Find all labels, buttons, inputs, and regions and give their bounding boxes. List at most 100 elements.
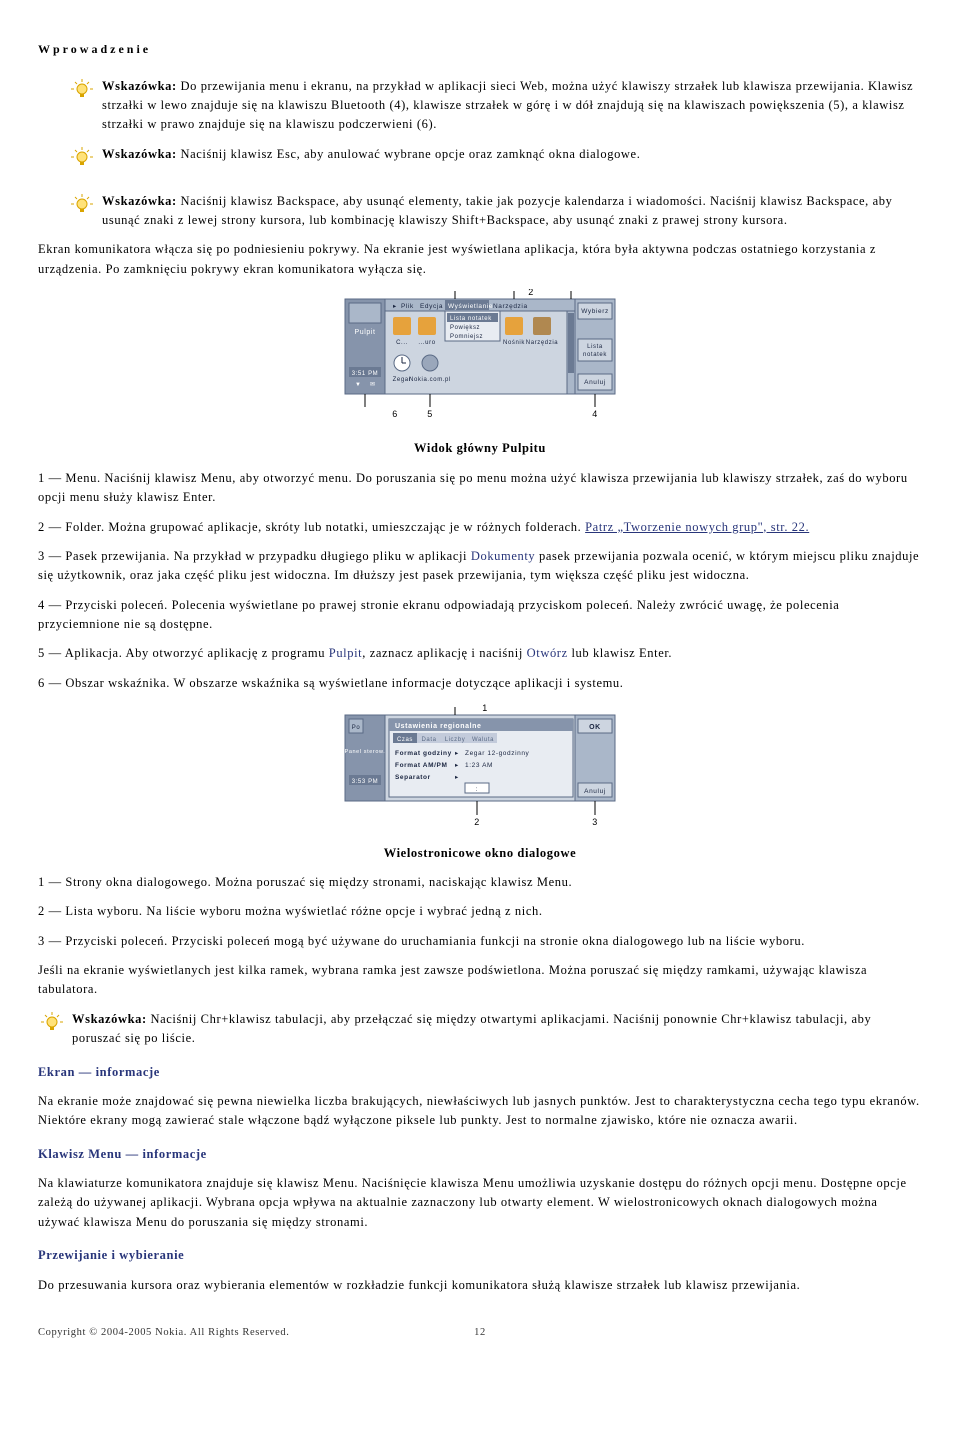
tip-3: Wskazówka: Naciśnij klawisz Backspace, a… xyxy=(38,192,922,231)
lightbulb-icon xyxy=(38,1010,66,1047)
page-header: Wprowadzenie xyxy=(38,40,922,59)
svg-text:▼: ▼ xyxy=(355,382,362,388)
svg-text:▸: ▸ xyxy=(455,774,459,781)
svg-text:▸: ▸ xyxy=(455,762,459,769)
tip-1-label: Wskazówka: xyxy=(102,79,177,93)
lightbulb-icon xyxy=(68,145,96,182)
svg-text:5: 5 xyxy=(427,409,433,419)
list1-item5-a: 5 — Aplikacja. Aby otworzyć aplikację z … xyxy=(38,646,329,660)
tip-1-body: Wskazówka: Do przewijania menu i ekranu,… xyxy=(96,77,922,135)
tip-4-body: Wskazówka: Naciśnij Chr+klawisz tabulacj… xyxy=(66,1010,922,1049)
svg-text:...uro: ...uro xyxy=(418,340,435,346)
svg-text:notatek: notatek xyxy=(583,352,607,358)
tip-1: Wskazówka: Do przewijania menu i ekranu,… xyxy=(38,77,922,135)
tip-2-body: Wskazówka: Naciśnij klawisz Esc, aby anu… xyxy=(96,145,922,164)
paragraph-frames: Jeśli na ekranie wyświetlanych jest kilk… xyxy=(38,961,922,1000)
svg-text:C...: C... xyxy=(396,340,408,346)
figure-2: Po Panel sterow. 3:53 PM Ustawienia regi… xyxy=(38,703,922,839)
footer-page-number: 12 xyxy=(474,1325,486,1341)
tip-3-body: Wskazówka: Naciśnij klawisz Backspace, a… xyxy=(96,192,922,231)
svg-text:Ustawienia regionalne: Ustawienia regionalne xyxy=(395,723,482,730)
tip-4: Wskazówka: Naciśnij Chr+klawisz tabulacj… xyxy=(38,1010,922,1049)
svg-text:Zegar 12-godzinny: Zegar 12-godzinny xyxy=(465,750,530,757)
svg-text:✉: ✉ xyxy=(370,382,376,388)
tip-3-text: Naciśnij klawisz Backspace, aby usunąć e… xyxy=(102,194,892,227)
svg-text:Narzędzia: Narzędzia xyxy=(526,340,558,346)
svg-text:Anuluj: Anuluj xyxy=(584,788,606,795)
svg-text:Waluta: Waluta xyxy=(472,737,494,743)
list1-item3-app: Dokumenty xyxy=(471,549,535,563)
lightbulb-icon xyxy=(68,192,96,229)
svg-text:Anuluj: Anuluj xyxy=(584,379,606,386)
svg-text:▸: ▸ xyxy=(393,303,397,310)
tip-2-text: Naciśnij klawisz Esc, aby anulować wybra… xyxy=(177,147,641,161)
list1-item2-link[interactable]: Patrz „Tworzenie nowych grup", str. 22. xyxy=(585,520,809,534)
svg-text:▸: ▸ xyxy=(455,750,459,757)
svg-text:Wybierz: Wybierz xyxy=(581,308,609,315)
svg-text:1:23 AM: 1:23 AM xyxy=(465,762,493,769)
svg-text:Lista notatek: Lista notatek xyxy=(450,316,492,322)
list2-item1: 1 — Strony okna dialogowego. Można porus… xyxy=(38,873,922,892)
tip-4-text: Naciśnij Chr+klawisz tabulacji, aby prze… xyxy=(72,1012,871,1045)
svg-text:2: 2 xyxy=(528,289,534,297)
svg-text:3: 3 xyxy=(592,817,598,827)
svg-text:6: 6 xyxy=(392,409,398,419)
svg-text:Format godziny: Format godziny xyxy=(395,750,452,757)
svg-text:Czas: Czas xyxy=(397,737,413,743)
section-scroll-body: Do przesuwania kursora oraz wybierania e… xyxy=(38,1276,922,1295)
list1-item5-c: lub klawisz Enter. xyxy=(568,646,672,660)
svg-text:Liczby: Liczby xyxy=(445,737,466,743)
svg-text:Format AM/PM: Format AM/PM xyxy=(395,762,447,769)
tip-1-text: Do przewijania menu i ekranu, na przykła… xyxy=(102,79,913,132)
svg-text::: : xyxy=(476,786,478,793)
svg-text:1: 1 xyxy=(452,289,458,291)
figure-2-svg: Po Panel sterow. 3:53 PM Ustawienia regi… xyxy=(325,703,635,833)
svg-text:Nokia.com.pl: Nokia.com.pl xyxy=(409,377,451,383)
svg-text:Lista: Lista xyxy=(587,344,603,350)
list1-item3-a: 3 — Pasek przewijania. Na przykład w prz… xyxy=(38,549,471,563)
section-menukey-head: Klawisz Menu — informacje xyxy=(38,1145,922,1164)
svg-text:Po: Po xyxy=(352,725,361,731)
list1-item5-app2: Otwórz xyxy=(527,646,568,660)
paragraph-communicator: Ekran komunikatora włącza się po podnies… xyxy=(38,240,922,279)
section-screen-body: Na ekranie może znajdować się pewna niew… xyxy=(38,1092,922,1131)
svg-text:4: 4 xyxy=(592,409,598,419)
figure-1-svg: Pulpit 3:51 PM ▼ ✉ ▸ Plik Edycja Wyświet… xyxy=(315,289,645,429)
svg-text:3: 3 xyxy=(568,289,574,291)
svg-text:3:53 PM: 3:53 PM xyxy=(352,779,379,785)
lightbulb-icon xyxy=(68,77,96,114)
list1-item5-b: , zaznacz aplikację i naciśnij xyxy=(362,646,526,660)
figure-1: Pulpit 3:51 PM ▼ ✉ ▸ Plik Edycja Wyświet… xyxy=(38,289,922,435)
figure-1-caption: Widok główny Pulpitu xyxy=(38,439,922,458)
list2-item3: 3 — Przyciski poleceń. Przyciski poleceń… xyxy=(38,932,922,951)
tip-3-label: Wskazówka: xyxy=(102,194,177,208)
svg-text:Narzędzia: Narzędzia xyxy=(493,303,528,310)
list1-item2-text: 2 — Folder. Można grupować aplikacje, sk… xyxy=(38,520,585,534)
section-menukey-body: Na klawiaturze komunikatora znajduje się… xyxy=(38,1174,922,1232)
figure-2-caption: Wielostronicowe okno dialogowe xyxy=(38,844,922,863)
svg-text:1: 1 xyxy=(482,703,488,713)
list1-item3: 3 — Pasek przewijania. Na przykład w prz… xyxy=(38,547,922,586)
svg-text:OK: OK xyxy=(589,724,601,731)
list1-item6: 6 — Obszar wskaźnika. W obszarze wskaźni… xyxy=(38,674,922,693)
svg-text:Nośnik: Nośnik xyxy=(503,340,525,346)
svg-text:2: 2 xyxy=(474,817,480,827)
tip-2-label: Wskazówka: xyxy=(102,147,177,161)
list1-item5-app1: Pulpit xyxy=(329,646,362,660)
list1-item4: 4 — Przyciski poleceń. Polecenia wyświet… xyxy=(38,596,922,635)
page-footer: Copyright © 2004-2005 Nokia. All Rights … xyxy=(38,1325,922,1341)
svg-text:Pulpit: Pulpit xyxy=(354,329,375,336)
svg-text:Data: Data xyxy=(421,737,436,743)
svg-text:Plik: Plik xyxy=(401,303,414,310)
svg-text:Panel sterow.: Panel sterow. xyxy=(345,749,386,755)
svg-text:3:51 PM: 3:51 PM xyxy=(352,371,379,377)
svg-text:Wyświetlanie: Wyświetlanie xyxy=(448,303,493,310)
svg-text:Separator: Separator xyxy=(395,774,431,781)
tip-2: Wskazówka: Naciśnij klawisz Esc, aby anu… xyxy=(38,145,922,182)
tip-4-label: Wskazówka: xyxy=(72,1012,147,1026)
svg-text:Pomniejsz: Pomniejsz xyxy=(450,334,483,340)
svg-text:Powiększ: Powiększ xyxy=(450,325,480,331)
svg-text:Edycja: Edycja xyxy=(420,303,443,310)
footer-copyright: Copyright © 2004-2005 Nokia. All Rights … xyxy=(38,1327,289,1338)
list1-item2: 2 — Folder. Można grupować aplikacje, sk… xyxy=(38,518,922,537)
